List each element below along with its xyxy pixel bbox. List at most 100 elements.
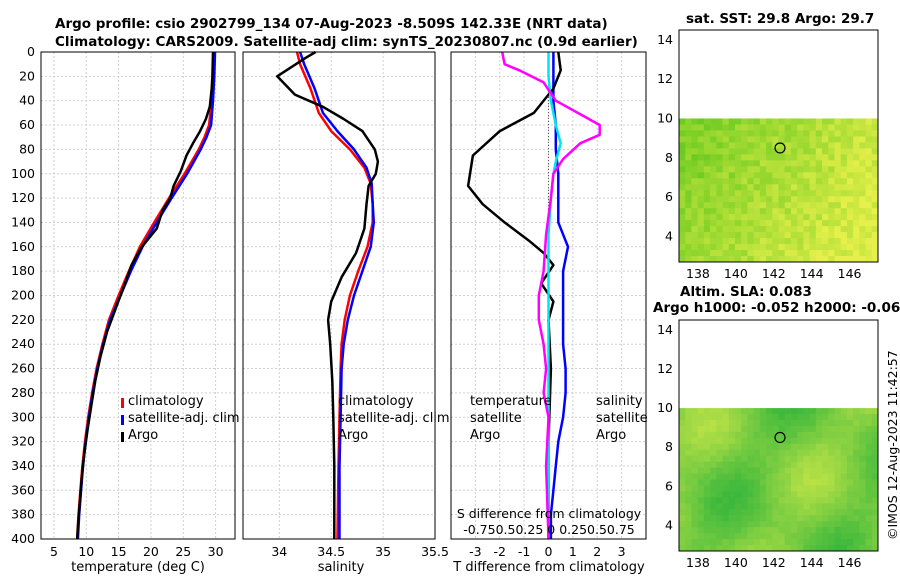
map-cell bbox=[716, 449, 723, 457]
map-cell bbox=[853, 232, 860, 239]
map-cell bbox=[697, 250, 705, 257]
legend-swatch bbox=[121, 432, 124, 442]
map-cell bbox=[741, 166, 748, 173]
map-cell bbox=[815, 160, 823, 167]
map-cell bbox=[753, 160, 761, 167]
map-cell bbox=[846, 160, 854, 167]
map-cell bbox=[853, 414, 860, 421]
map-cell bbox=[691, 160, 699, 167]
map-cell bbox=[859, 136, 866, 143]
map-cell bbox=[797, 515, 804, 522]
map-cell bbox=[790, 503, 798, 510]
map-cell bbox=[722, 166, 730, 173]
map-cell bbox=[728, 497, 736, 504]
map-cell bbox=[778, 166, 786, 173]
map-cell bbox=[734, 172, 742, 179]
map-cell bbox=[679, 160, 686, 167]
map-cell bbox=[759, 208, 767, 215]
map-cell bbox=[853, 443, 860, 451]
map-cell bbox=[784, 184, 792, 191]
map-cell bbox=[840, 172, 848, 179]
map-cell bbox=[871, 515, 879, 522]
map-cell bbox=[697, 178, 705, 185]
map-cell bbox=[728, 425, 736, 433]
y-tick-label: 320 bbox=[11, 434, 35, 449]
map-cell bbox=[834, 148, 842, 155]
map-cell bbox=[728, 467, 736, 474]
map-cell bbox=[846, 414, 854, 421]
map-cell bbox=[759, 220, 767, 227]
map-cell bbox=[728, 190, 736, 197]
map-cell bbox=[722, 226, 730, 233]
map-cell bbox=[822, 408, 829, 415]
map-y-tick-label: 12 bbox=[657, 361, 673, 376]
map-cell bbox=[797, 124, 804, 131]
map-cell bbox=[703, 437, 711, 445]
map-cell bbox=[846, 208, 854, 215]
map-cell bbox=[871, 130, 879, 137]
map-cell bbox=[865, 491, 873, 498]
map-cell bbox=[722, 160, 730, 167]
map-cell bbox=[759, 491, 767, 498]
map-cell bbox=[828, 166, 835, 173]
map-cell bbox=[753, 420, 761, 427]
map-cell bbox=[828, 491, 835, 498]
map-cell bbox=[697, 420, 705, 427]
map-cell bbox=[691, 443, 699, 451]
map-cell bbox=[753, 232, 761, 239]
map-cell bbox=[803, 214, 810, 221]
map-cell bbox=[828, 172, 835, 179]
map-cell bbox=[766, 473, 773, 480]
map-cell bbox=[766, 515, 773, 522]
map-cell bbox=[679, 196, 686, 203]
map-cell bbox=[809, 539, 817, 546]
map-cell bbox=[691, 437, 699, 445]
map-cell bbox=[859, 250, 866, 257]
y-tick-label: 340 bbox=[11, 458, 35, 473]
map-cell bbox=[716, 226, 723, 233]
map-cell bbox=[766, 437, 773, 445]
map-cell bbox=[871, 431, 879, 439]
map-cell bbox=[828, 485, 835, 492]
map-cell bbox=[747, 437, 755, 445]
map-cell bbox=[803, 196, 810, 203]
map-cell bbox=[809, 250, 817, 257]
map-cell bbox=[741, 408, 748, 415]
map-cell bbox=[685, 238, 692, 245]
map-cell bbox=[871, 449, 879, 457]
legend-temperature-title: temperature bbox=[470, 394, 552, 409]
map-cell bbox=[734, 467, 742, 474]
map-cell bbox=[759, 196, 767, 203]
map-cell bbox=[784, 214, 792, 221]
map-cell bbox=[697, 461, 705, 469]
map-cell bbox=[747, 527, 755, 534]
map-cell bbox=[685, 503, 692, 510]
map-cell bbox=[766, 497, 773, 504]
map-cell bbox=[828, 148, 835, 155]
map-cell bbox=[803, 220, 810, 227]
map-cell bbox=[741, 521, 748, 528]
map-cell bbox=[797, 521, 804, 528]
map-cell bbox=[859, 497, 866, 504]
map-cell bbox=[679, 244, 686, 251]
map-cell bbox=[815, 485, 823, 492]
map-cell bbox=[784, 467, 792, 474]
map-cell bbox=[815, 545, 823, 552]
map-cell bbox=[722, 118, 730, 125]
map-cell bbox=[703, 220, 711, 227]
map-cell bbox=[859, 154, 866, 161]
map-cell bbox=[747, 473, 755, 480]
map-cell bbox=[822, 414, 829, 421]
map-cell bbox=[828, 431, 835, 439]
salinity-panel: 34 34.5 35 35.5 bbox=[242, 50, 449, 559]
map-cell bbox=[871, 208, 879, 215]
map-cell bbox=[834, 539, 842, 546]
map-cell bbox=[803, 148, 810, 155]
map-cell bbox=[734, 250, 742, 257]
map-cell bbox=[753, 408, 761, 415]
map-cell bbox=[790, 172, 798, 179]
legend-climatology-label: climatology bbox=[338, 394, 414, 409]
map-cell bbox=[772, 485, 779, 492]
map-cell bbox=[703, 539, 711, 546]
map-cell bbox=[741, 449, 748, 457]
